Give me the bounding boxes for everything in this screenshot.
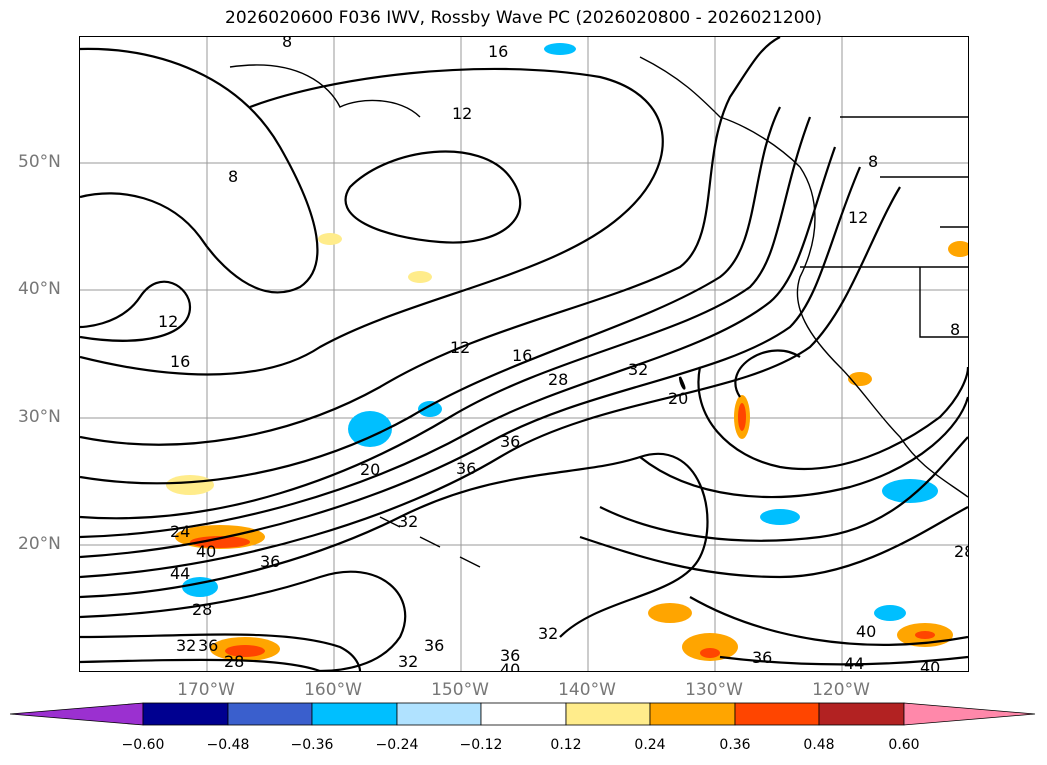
lat-label: 50°N — [18, 152, 61, 172]
colorbar-segment — [311, 702, 398, 726]
contour-label: 36 — [424, 636, 444, 655]
contour-label: 44 — [844, 654, 864, 671]
colorbar-segment — [903, 702, 1036, 726]
contour-label: 20 — [360, 460, 380, 479]
contour-label: 40 — [856, 622, 876, 641]
lon-label: 170°W — [177, 680, 235, 700]
contour-label: 44 — [170, 564, 190, 583]
colorbar-tick: −0.36 — [290, 737, 334, 753]
map-panel: 8 16 12 8 12 16 12 16 28 32 20 20 36 36 … — [79, 36, 969, 672]
contour-label: 8 — [228, 167, 238, 186]
contour-label: 28 — [192, 600, 212, 619]
contour-label: 36 — [456, 459, 476, 478]
colorbar-tick: 0.48 — [803, 737, 835, 753]
contour-label: 8 — [282, 37, 292, 51]
colorbar-segment — [480, 702, 567, 726]
contour-labels: 8 16 12 8 12 16 12 16 28 32 20 20 36 36 … — [158, 37, 968, 671]
colorbar-tick: 0.60 — [888, 737, 920, 753]
colorbar-tick: 0.24 — [634, 737, 666, 753]
contour-label: 24 — [170, 522, 190, 541]
contour-label: 28 — [224, 652, 244, 671]
colorbar-segment — [649, 702, 736, 726]
lon-label: 140°W — [558, 680, 616, 700]
contour-label: 36 — [500, 432, 520, 451]
lat-label: 30°N — [18, 407, 61, 427]
colorbar-tick: −0.24 — [375, 737, 419, 753]
contour-label: 12 — [158, 312, 178, 331]
coastlines — [229, 56, 968, 568]
colorbar-tick: −0.60 — [121, 737, 165, 753]
contour-label: 20 — [668, 389, 688, 408]
colorbar-tick: −0.48 — [206, 737, 250, 753]
colorbar-segment — [734, 702, 820, 726]
colorbar-segment — [227, 702, 313, 726]
contour-label: 32 — [176, 636, 196, 655]
colorbar-segment — [565, 702, 651, 726]
lon-label: 120°W — [812, 680, 870, 700]
contour-label: 8 — [868, 152, 878, 171]
contour-label: 32 — [538, 624, 558, 643]
contour-label: 12 — [848, 208, 868, 227]
colorbar-segment — [10, 702, 144, 726]
contour-label: 36 — [198, 636, 218, 655]
contour-label: 28 — [954, 542, 968, 561]
lon-label: 130°W — [685, 680, 743, 700]
contour-label: 32 — [628, 360, 648, 379]
lat-label: 20°N — [18, 534, 61, 554]
lon-label: 160°W — [304, 680, 362, 700]
contour-label: 40 — [500, 660, 520, 671]
contour-label: 12 — [452, 104, 472, 123]
contour-label: 32 — [398, 512, 418, 531]
colorbar-tick: 0.36 — [719, 737, 751, 753]
colorbar — [10, 702, 1036, 726]
colorbar-tick: −0.12 — [459, 737, 503, 753]
contour-label: 40 — [196, 542, 216, 561]
anomaly-shading — [166, 43, 968, 661]
colorbar-segment — [396, 702, 482, 726]
contour-label: 28 — [548, 370, 568, 389]
contour-label: 16 — [170, 352, 190, 371]
contour-label: 16 — [512, 346, 532, 365]
contour-label: 12 — [450, 338, 470, 357]
colorbar-segment — [818, 702, 905, 726]
contour-label: 8 — [950, 320, 960, 339]
colorbar-segment — [142, 702, 229, 726]
contour-label: 40 — [920, 658, 940, 671]
lon-label: 150°W — [431, 680, 489, 700]
iwv-contours — [80, 37, 968, 671]
contour-label: 36 — [500, 646, 520, 665]
colorbar-tick: 0.12 — [550, 737, 582, 753]
contour-label: 16 — [488, 42, 508, 61]
map-svg: 8 16 12 8 12 16 12 16 28 32 20 20 36 36 … — [80, 37, 968, 671]
map-title: 2026020600 F036 IWV, Rossby Wave PC (202… — [225, 8, 822, 28]
contour-label: 32 — [398, 652, 418, 671]
lat-label: 40°N — [18, 279, 61, 299]
contour-label: 36 — [752, 648, 772, 667]
contour-label: 36 — [260, 552, 280, 571]
